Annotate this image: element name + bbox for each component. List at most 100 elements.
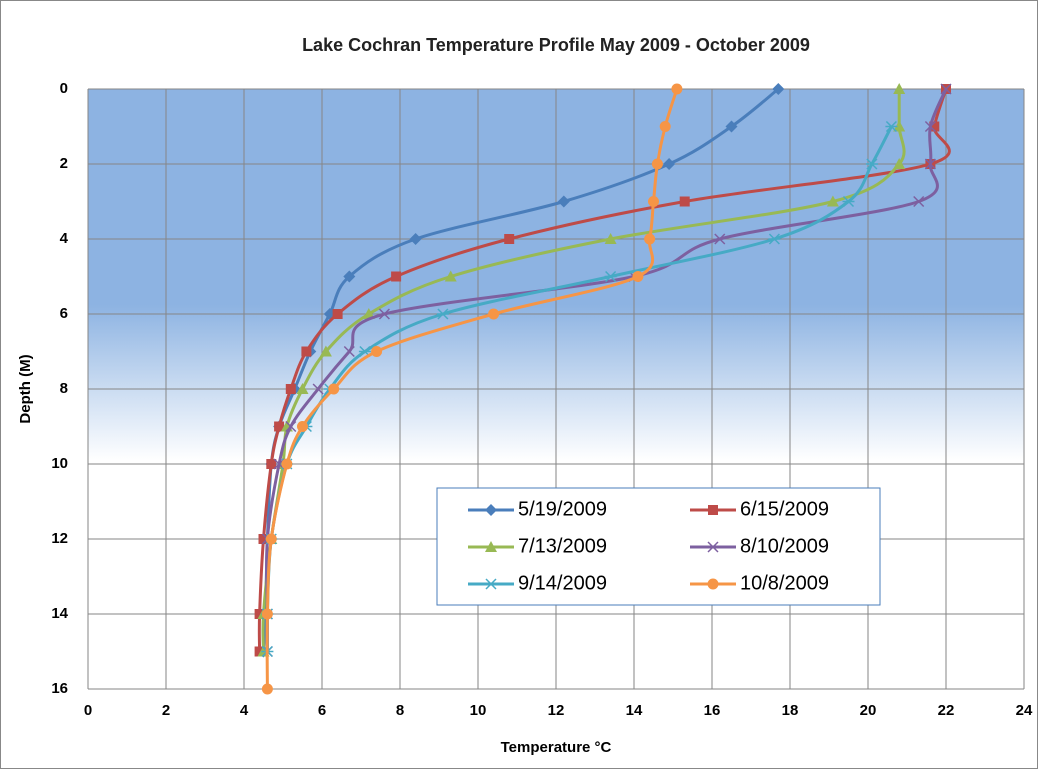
legend-marker — [485, 578, 497, 590]
data-point — [893, 83, 906, 94]
legend-marker — [485, 504, 497, 516]
legend-marker — [707, 541, 719, 553]
y-tick-label: 8 — [60, 380, 68, 397]
legend-label: 10/8/2009 — [740, 572, 829, 594]
data-point — [893, 158, 906, 169]
data-point — [261, 608, 273, 620]
data-point — [885, 120, 898, 133]
series-line — [265, 88, 948, 652]
legend-label: 7/13/2009 — [518, 535, 607, 557]
data-point — [648, 196, 659, 207]
data-point — [444, 270, 457, 282]
data-point — [297, 421, 308, 432]
data-point — [604, 233, 617, 244]
legend-label: 6/15/2009 — [740, 498, 829, 520]
data-point — [651, 158, 663, 170]
data-point — [362, 308, 375, 319]
data-point — [940, 83, 952, 95]
y-axis-label: Depth (M) — [17, 354, 34, 423]
data-point — [296, 383, 309, 394]
data-point — [343, 270, 356, 283]
data-point — [768, 233, 781, 245]
y-tick-label: 2 — [60, 155, 68, 172]
y-tick-label: 16 — [51, 680, 68, 697]
x-tick-label: 10 — [470, 702, 487, 719]
data-point — [644, 233, 656, 245]
data-point — [332, 309, 343, 319]
data-point — [924, 158, 936, 170]
data-point — [714, 233, 726, 245]
data-point — [924, 120, 936, 133]
y-tick-label: 10 — [51, 455, 68, 472]
data-point — [893, 120, 906, 132]
data-point — [266, 459, 277, 469]
data-point — [273, 458, 285, 470]
data-point — [281, 458, 293, 470]
data-point — [274, 421, 285, 432]
data-point — [929, 121, 940, 132]
x-tick-label: 14 — [626, 702, 643, 719]
data-point — [604, 270, 617, 283]
y-tick-label: 6 — [60, 305, 68, 322]
data-point — [632, 271, 644, 282]
data-point — [261, 683, 273, 695]
data-point — [285, 420, 297, 433]
data-point — [319, 345, 332, 357]
data-point — [258, 534, 269, 544]
y-tick-label: 12 — [51, 530, 68, 547]
data-point — [865, 158, 878, 170]
data-point — [488, 308, 500, 320]
x-tick-label: 4 — [240, 702, 249, 719]
series-group — [254, 83, 952, 695]
data-point — [679, 196, 690, 207]
data-point — [659, 121, 671, 132]
y-tick-label: 14 — [51, 605, 68, 622]
legend-label: 9/14/2009 — [518, 572, 607, 594]
data-point — [378, 308, 390, 320]
x-tick-label: 22 — [938, 702, 955, 719]
data-point — [436, 308, 449, 320]
y-tick-label: 4 — [60, 230, 69, 247]
data-point — [254, 609, 265, 619]
x-tick-label: 20 — [860, 702, 877, 719]
data-point — [842, 195, 855, 208]
x-tick-label: 12 — [548, 702, 565, 719]
x-tick-label: 0 — [84, 702, 92, 719]
legend-items: 5/19/2009 6/15/2009 7/13/2009 8/10/2009 9/14… — [468, 498, 829, 594]
x-tick-label: 16 — [704, 702, 721, 719]
data-point — [328, 383, 340, 395]
x-tick-label: 6 — [318, 702, 326, 719]
data-point — [254, 646, 265, 657]
legend-label: 5/19/2009 — [518, 498, 607, 520]
data-point — [409, 233, 422, 245]
legend-label: 8/10/2009 — [740, 535, 829, 557]
data-point — [265, 533, 277, 545]
data-point — [663, 158, 676, 170]
data-point — [285, 384, 296, 394]
data-point — [671, 83, 683, 95]
x-tick-label: 2 — [162, 702, 170, 719]
legend-marker — [485, 541, 497, 552]
legend-marker — [708, 505, 718, 515]
data-point — [343, 345, 355, 358]
legend-marker — [707, 578, 719, 590]
x-tick-label: 18 — [782, 702, 799, 719]
data-point — [772, 83, 785, 95]
data-point — [371, 346, 383, 357]
data-point — [725, 120, 738, 133]
data-point — [504, 234, 515, 244]
data-point — [391, 271, 402, 282]
series-line — [257, 88, 951, 652]
x-tick-label: 8 — [396, 702, 404, 719]
data-point — [301, 346, 312, 357]
y-tick-label: 0 — [60, 80, 68, 97]
x-tick-label: 24 — [1016, 702, 1033, 719]
data-point — [312, 383, 324, 395]
x-axis-label: Temperature °C — [501, 739, 612, 756]
data-point — [557, 195, 570, 208]
series-line — [265, 88, 679, 690]
chart-title: Lake Cochran Temperature Profile May 200… — [302, 35, 810, 55]
data-point — [826, 195, 839, 207]
data-point — [913, 195, 925, 208]
